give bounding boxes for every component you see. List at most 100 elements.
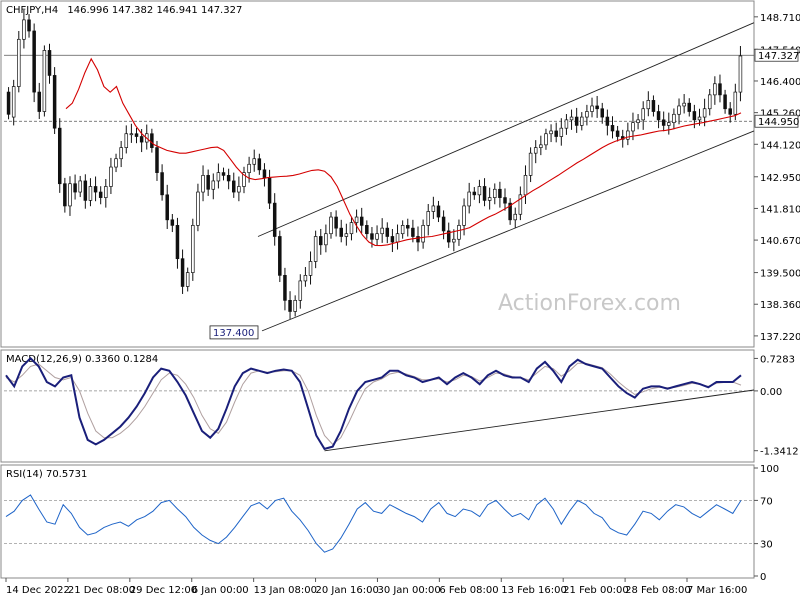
candle-body: [395, 233, 400, 243]
candle-body: [334, 216, 338, 229]
time-tick-label: 13 Jan 08:00: [254, 585, 317, 596]
candle-body: [687, 102, 692, 112]
candle-body: [375, 233, 379, 240]
candle-body: [590, 105, 594, 112]
candle-body: [513, 213, 517, 221]
candle-body: [226, 175, 231, 182]
candle-body: [441, 216, 446, 232]
candle-body: [283, 275, 287, 301]
candle-body: [738, 55, 743, 93]
rsi-tick-label: 30: [760, 540, 773, 551]
macd-axis: 0.7283 0.00 -1.3412: [754, 354, 799, 458]
candle-body: [651, 100, 656, 112]
macd-line: [5, 356, 742, 451]
candle-body: [528, 152, 533, 176]
candle-body: [713, 83, 717, 96]
candle-body: [697, 116, 702, 121]
candle-body: [585, 111, 589, 118]
rsi-pane-frame: [0, 464, 755, 579]
candle-body: [385, 227, 390, 237]
candle-body: [436, 205, 441, 218]
price-tick-label: 139.500: [760, 269, 800, 280]
candle-body: [47, 50, 52, 76]
candle-body: [533, 147, 538, 154]
candle-body: [37, 91, 42, 112]
candle-body: [728, 108, 732, 115]
candle-body: [119, 147, 123, 160]
price-tick-label: 148.710: [760, 13, 800, 24]
candle-body: [631, 122, 635, 132]
candle-body: [661, 119, 666, 126]
candle-body: [160, 172, 164, 196]
macd-tick-label: 0.00: [760, 387, 782, 398]
macd-pane-frame: [0, 349, 755, 463]
candle-body: [354, 216, 359, 223]
candle-body: [359, 216, 364, 226]
rsi-plot: [4, 494, 754, 553]
candle-body: [380, 227, 384, 235]
candle-body: [216, 172, 221, 182]
candle-body: [339, 227, 343, 237]
candle-body: [150, 133, 154, 148]
candle-body: [155, 147, 159, 173]
candle-body: [462, 205, 466, 226]
candle-body: [472, 191, 477, 196]
candle-body: [344, 233, 349, 237]
candle-body: [139, 136, 144, 143]
candle-body: [503, 197, 507, 204]
candle-body: [559, 127, 564, 137]
price-tick-label: 144.120: [760, 140, 800, 151]
candle-body: [702, 108, 707, 118]
candle-body: [467, 191, 471, 207]
price-pane-frame: [0, 0, 755, 348]
candle-body: [646, 100, 651, 110]
price-tick-label: 142.950: [760, 173, 800, 184]
price-level-box: [754, 48, 799, 62]
time-tick-label: 30 Jan 00:00: [377, 585, 440, 596]
candle-body: [426, 211, 430, 226]
candle-body: [574, 116, 579, 126]
candle-body: [196, 191, 200, 226]
candle-body: [493, 188, 497, 198]
candle-body: [636, 119, 640, 123]
candle-body: [733, 91, 738, 115]
candle-body: [564, 119, 569, 129]
candle-body: [498, 188, 502, 198]
candle-body: [252, 158, 256, 165]
candle-body: [707, 94, 712, 110]
price-tick-label: 146.400: [760, 77, 800, 88]
candle-body: [206, 175, 210, 190]
candle-body: [677, 105, 681, 115]
candle-body: [554, 130, 558, 137]
time-tick-label: 21 Feb 00:00: [563, 585, 629, 596]
channel-lower-line: [261, 130, 755, 332]
time-tick-label: 6 Feb 08:00: [439, 585, 498, 596]
candle-body: [57, 127, 62, 185]
candle-body: [124, 133, 129, 148]
time-tick-label: 28 Feb 08:00: [625, 585, 691, 596]
candle-body: [78, 180, 82, 193]
candle-body: [416, 236, 420, 243]
macd-signal-line: [5, 362, 742, 446]
time-tick-label: 20 Jan 16:00: [316, 585, 379, 596]
candle-body: [232, 180, 236, 193]
candle-body: [175, 225, 180, 260]
candle-body: [298, 280, 303, 301]
candle-body: [457, 225, 461, 240]
time-tick-label: 14 Dec 2022: [6, 585, 70, 596]
candle-body: [682, 102, 686, 107]
moving-average-line: [65, 57, 742, 247]
candle-body: [303, 275, 308, 282]
channel-lines: [257, 22, 755, 332]
low-label-box: [209, 325, 259, 340]
price-tick-label: 140.670: [760, 236, 800, 247]
candle-body: [319, 236, 323, 246]
candle-body: [539, 144, 543, 148]
candle-body: [615, 130, 620, 137]
candle-body: [718, 83, 722, 96]
candle-body: [723, 94, 727, 110]
macd-trend-line: [324, 389, 755, 452]
candle-body: [63, 183, 67, 207]
